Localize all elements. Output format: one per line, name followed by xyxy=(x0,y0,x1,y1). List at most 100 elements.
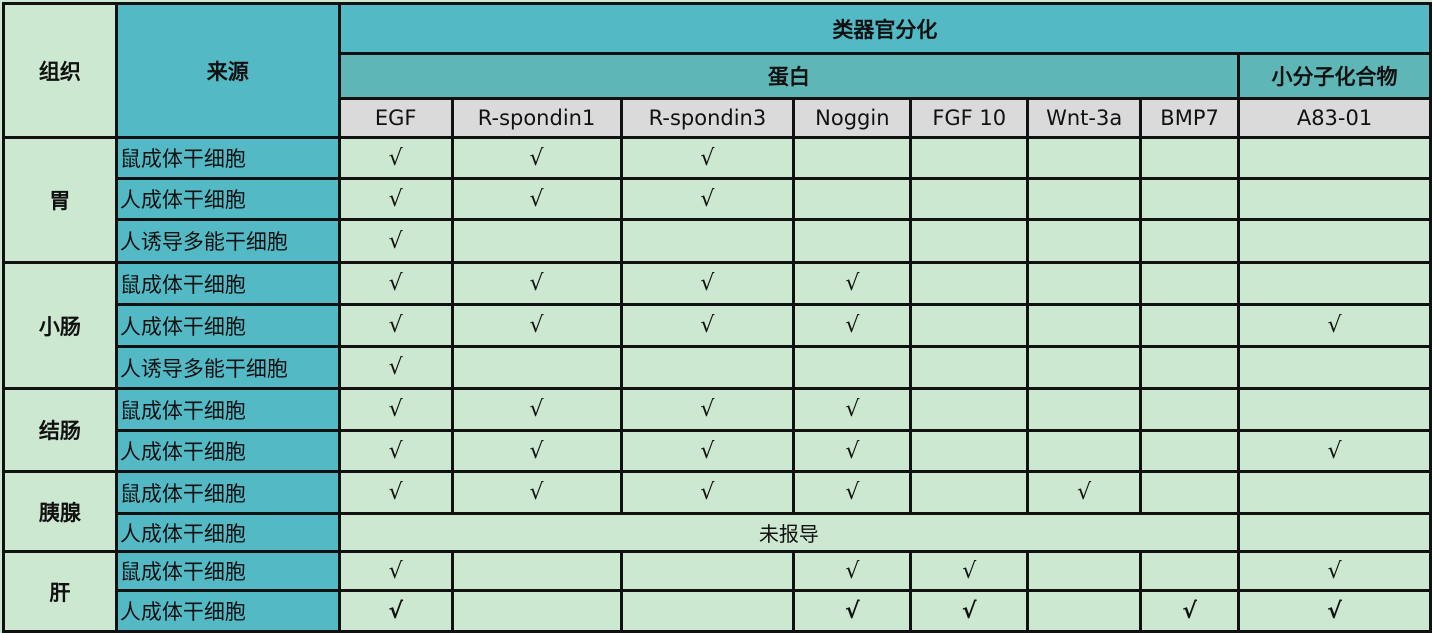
check-cell: √ xyxy=(619,261,796,306)
check-cell: √ xyxy=(337,218,454,264)
check-cell: √ xyxy=(909,589,1030,633)
source-cell: 人成体干细胞 xyxy=(114,303,341,348)
column-header: R-spondin1 xyxy=(450,97,623,139)
check-cell xyxy=(909,177,1030,221)
check-cell: √ xyxy=(337,261,454,306)
check-cell xyxy=(1237,261,1432,306)
check-cell xyxy=(619,589,796,633)
check-cell xyxy=(1026,387,1143,432)
check-cell: √ xyxy=(1237,429,1432,473)
check-cell: √ xyxy=(792,550,913,592)
source-cell: 人成体干细胞 xyxy=(114,512,341,553)
table-row: 肝鼠成体干细胞 √ √ √ √ xyxy=(2,550,1432,633)
check-cell xyxy=(450,218,623,264)
check-cell xyxy=(1026,261,1143,306)
check-cell: √ xyxy=(450,136,623,180)
column-header: FGF 10 xyxy=(909,97,1030,139)
check-cell: √ xyxy=(792,387,913,432)
check-cell xyxy=(909,345,1030,390)
column-header: A83-01 xyxy=(1237,97,1432,139)
check-cell: √ xyxy=(619,429,796,473)
check-cell: √ xyxy=(337,550,454,592)
table-row: 人诱导多能干细胞 √ xyxy=(4,218,1432,264)
check-cell xyxy=(792,136,913,180)
table-row: 人成体干细胞 √ √ √ √ √ xyxy=(4,429,1432,473)
table-row: 胃鼠成体干细胞 √ √ √ xyxy=(2,136,1432,264)
tissue-cell: 肝 xyxy=(2,550,118,633)
check-cell: √ xyxy=(1026,470,1143,515)
check-cell xyxy=(1237,177,1432,221)
check-cell xyxy=(1139,177,1241,221)
check-cell xyxy=(1237,218,1432,264)
check-cell xyxy=(792,345,913,390)
check-cell: √ xyxy=(619,177,796,221)
check-cell xyxy=(909,429,1030,473)
check-cell xyxy=(909,218,1030,264)
check-cell: √ xyxy=(792,589,913,633)
check-cell: √ xyxy=(909,550,1030,592)
check-cell: √ xyxy=(337,470,454,515)
check-cell xyxy=(792,177,913,221)
check-cell: √ xyxy=(337,303,454,348)
check-cell xyxy=(1237,512,1432,553)
check-cell xyxy=(1139,470,1241,515)
check-cell: √ xyxy=(337,177,454,221)
check-cell: √ xyxy=(337,589,454,633)
header-small-molecule: 小分子化合物 xyxy=(1237,52,1432,100)
check-cell: √ xyxy=(337,345,454,390)
check-cell xyxy=(1139,429,1241,473)
source-cell: 人成体干细胞 xyxy=(114,177,341,221)
column-header: R-spondin3 xyxy=(619,97,796,139)
check-cell xyxy=(909,303,1030,348)
tissue-cell: 小肠 xyxy=(2,261,118,390)
check-cell: √ xyxy=(450,303,623,348)
tissue-cell: 胃 xyxy=(2,136,118,264)
check-cell xyxy=(1139,387,1241,432)
header-tissue: 组织 xyxy=(2,2,118,139)
check-cell: √ xyxy=(619,303,796,348)
check-cell xyxy=(1139,345,1241,390)
header-source: 来源 xyxy=(114,2,341,139)
check-cell xyxy=(450,589,623,633)
column-header: EGF xyxy=(337,97,454,139)
tissue-cell: 结肠 xyxy=(2,387,118,473)
table-row: 结肠 鼠成体干细胞 √ √ √ √ xyxy=(2,387,1432,473)
check-cell xyxy=(619,345,796,390)
check-cell xyxy=(1139,136,1241,180)
source-cell: 鼠成体干细胞 xyxy=(114,550,341,592)
check-cell xyxy=(1237,345,1432,390)
header-organoid-differentiation: 类器官分化 xyxy=(337,2,1432,55)
check-cell: √ xyxy=(619,387,796,432)
table-row: 人成体干细胞 未报导 xyxy=(4,512,1432,553)
check-cell: √ xyxy=(337,136,454,180)
check-cell xyxy=(909,387,1030,432)
check-cell xyxy=(1026,429,1143,473)
check-cell xyxy=(1139,218,1241,264)
check-cell: √ xyxy=(337,429,454,473)
check-cell: √ xyxy=(619,136,796,180)
check-cell xyxy=(1139,550,1241,592)
check-cell xyxy=(1237,136,1432,180)
column-header: Noggin xyxy=(792,97,913,139)
check-cell xyxy=(909,136,1030,180)
source-cell: 鼠成体干细胞 xyxy=(114,261,341,306)
table-row: 人成体干细胞 √ √ √ xyxy=(4,177,1432,221)
check-cell xyxy=(909,470,1030,515)
source-cell: 鼠成体干细胞 xyxy=(114,387,341,432)
check-cell: √ xyxy=(792,429,913,473)
check-cell xyxy=(1026,177,1143,221)
column-header: Wnt-3a xyxy=(1026,97,1143,139)
tissue-cell: 胰腺 xyxy=(2,470,118,553)
table-row: 人成体干细胞 √ √ √ √ √ xyxy=(4,589,1432,633)
check-cell: √ xyxy=(450,261,623,306)
source-cell: 人成体干细胞 xyxy=(114,429,341,473)
check-cell xyxy=(1139,261,1241,306)
check-cell xyxy=(1026,345,1143,390)
check-cell xyxy=(1026,589,1143,633)
check-cell xyxy=(450,550,623,592)
check-cell xyxy=(450,345,623,390)
column-header: BMP7 xyxy=(1139,97,1241,139)
table-row: 小肠 鼠成体干细胞 √ √ √ √ xyxy=(2,261,1432,390)
check-cell xyxy=(1237,387,1432,432)
